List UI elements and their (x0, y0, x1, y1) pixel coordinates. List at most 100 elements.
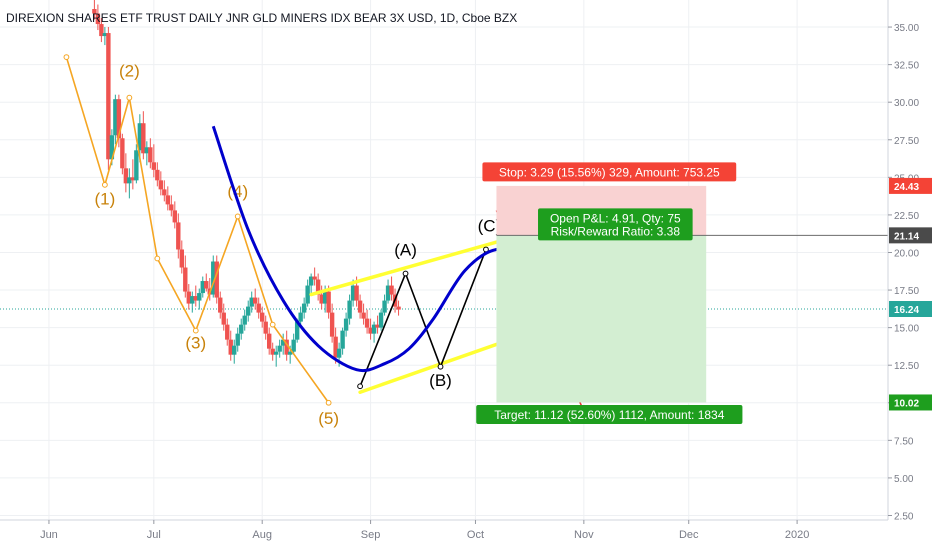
candle-body (266, 333, 272, 349)
corrective-wave-point (402, 270, 409, 277)
corrective-wave-point (357, 383, 363, 390)
candle-body (211, 261, 216, 295)
candle-body (134, 150, 139, 181)
time-tick-label: Dec (679, 529, 699, 541)
price-tick-label: 12.50 (894, 361, 919, 372)
corrective-wave-point (437, 363, 444, 370)
candle-body (113, 99, 118, 136)
candle-body (193, 296, 198, 301)
price-axis[interactable]: 35.0032.5030.0027.5025.0022.5020.0017.50… (887, 0, 932, 522)
price-tick-label: 5.00 (894, 474, 914, 485)
price-tick-label: 2.50 (894, 511, 914, 522)
price-tag-text: 21.14 (894, 231, 919, 242)
candle-body (249, 297, 254, 307)
candle-body (253, 297, 258, 304)
price-tick-label: 22.50 (894, 211, 919, 222)
price-tag-box (889, 227, 932, 244)
candle-body (141, 123, 146, 154)
candle-body (347, 300, 352, 319)
candle-body (308, 276, 314, 286)
pnl-label-text: Open P&L: 4.91, Qty: 75 (550, 211, 681, 225)
candle-body (294, 321, 300, 340)
candle-body (127, 177, 132, 184)
price-tag-text: 10.02 (894, 398, 919, 409)
candle-body (183, 267, 188, 292)
grid-lines (0, 0, 888, 520)
candle-body (225, 324, 230, 340)
time-tick-label: Oct (467, 529, 484, 541)
short-position-tool[interactable]: Stop: 3.29 (15.56%) 329, Amount: 753.25 O… (476, 162, 888, 424)
time-axis[interactable]: Jun Jul Aug Sep Oct Nov Dec 2020 (0, 519, 888, 541)
candle-body (319, 294, 324, 304)
impulse-wave-label: (2) (119, 62, 140, 81)
candle-body (158, 180, 164, 190)
candle-body (354, 285, 359, 301)
candle-body (179, 249, 184, 268)
candle-body (186, 291, 191, 304)
candle-body (95, 13, 101, 25)
price-tag-text: 16.24 (894, 305, 919, 316)
candle-body (235, 333, 240, 346)
price-tick-label: 30.00 (894, 98, 919, 109)
stop-label-box (482, 162, 737, 182)
candle-body (291, 339, 296, 352)
corrective-wave-label: (C) (478, 216, 502, 235)
candle-body (106, 33, 111, 160)
target-label-box (476, 404, 743, 424)
candle-body (315, 279, 321, 295)
candle-body (148, 147, 153, 163)
candle-body (144, 147, 150, 154)
impulse-wave-label: (1) (94, 189, 115, 208)
candle-body (102, 33, 108, 37)
candle-body (200, 281, 205, 294)
candle-body (172, 210, 178, 223)
candle-body (375, 324, 380, 328)
candle-body (92, 9, 97, 14)
impulse-wave-point (126, 94, 133, 101)
candle-body (361, 312, 366, 319)
candle-body (329, 312, 335, 337)
impulse-wave-line (65, 56, 330, 404)
candle-body (322, 291, 328, 304)
target-zone (496, 235, 707, 403)
price-tick-label: 7.50 (894, 436, 914, 447)
corrective-wave-label: (B) (429, 371, 452, 390)
candle-body (301, 303, 307, 313)
impulse-wave-point (63, 54, 70, 61)
candle-body (130, 177, 136, 181)
candle-body (155, 169, 160, 181)
pnl-label-text: Risk/Reward Ratio: 3.38 (551, 224, 681, 238)
price-tag-box (889, 300, 932, 317)
candle-body (270, 348, 275, 355)
price-tick-label: 32.50 (894, 61, 919, 72)
candle-body (137, 123, 143, 151)
corrective-wave-line (359, 249, 487, 387)
price-tick-label: 15.00 (894, 324, 919, 335)
candle-body (305, 285, 310, 304)
candle-body (190, 296, 195, 304)
candle-body (326, 291, 331, 313)
price-tag-box (889, 394, 932, 411)
time-tick-label: 2020 (785, 529, 809, 541)
candle-body (99, 24, 104, 37)
candle-body (260, 312, 265, 322)
candle-body (151, 162, 157, 170)
candle-body (263, 321, 268, 334)
impulse-wave-label: (5) (318, 409, 339, 428)
time-tick-label: Jul (147, 529, 161, 541)
candle-body (396, 306, 401, 310)
pnl-label-box (538, 208, 693, 241)
candle-body (378, 312, 384, 328)
price-tag-text: 24.43 (894, 182, 919, 193)
candle-body (256, 303, 261, 313)
chart-title: DIREXION SHARES ETF TRUST DAILY JNR GLD … (6, 11, 518, 25)
candle-body (284, 339, 289, 355)
candle-body (371, 324, 377, 334)
time-tick-label: Jun (40, 529, 58, 541)
candle-body (340, 330, 345, 349)
candle-body (228, 339, 233, 355)
candle-body (109, 135, 115, 160)
candle-body (197, 293, 202, 301)
time-tick-label: Aug (252, 529, 272, 541)
